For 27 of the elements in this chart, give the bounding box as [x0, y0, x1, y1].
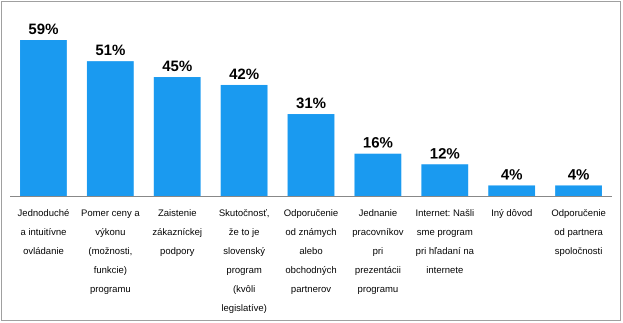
x-tick-label: Odporučenie od partnera spoločnosti [551, 208, 606, 257]
data-label: 16% [362, 134, 393, 152]
x-tick-label: Odporučenie od známych alebo obchodných partnerov [284, 208, 338, 295]
bar [20, 40, 67, 196]
bar [421, 164, 468, 196]
x-tick-label: Iný dôvod [491, 208, 532, 219]
data-label: 12% [430, 145, 460, 162]
bar [488, 185, 536, 196]
bar [220, 84, 268, 196]
data-label: 42% [229, 66, 260, 83]
x-tick-label: Zaistenie zákazníckej podpory [152, 208, 202, 257]
x-tick-label: Internet: Našli sme program pri hľadaní na internete [415, 208, 475, 276]
data-label: 31% [296, 95, 326, 112]
bar [354, 154, 402, 196]
x-tick-label: Jednanie pracovníkov pri prezentácii programu [352, 208, 404, 295]
x-tick-label: Jednoduché a intuitívne ovládanie [18, 208, 70, 257]
x-tick-label: Pomer ceny a výkonu (možnosti, funkcie) programu [81, 208, 140, 295]
bar [555, 185, 602, 196]
data-label: 59% [28, 21, 58, 38]
data-label: 4% [568, 166, 590, 184]
x-tick-label: Skutočnosť, že to je slovenský program (kvôli legislatíve) [218, 208, 270, 314]
bar [288, 114, 334, 196]
bar [86, 61, 134, 196]
data-label: 4% [500, 166, 523, 184]
bar [154, 77, 201, 196]
data-label: 45% [162, 58, 192, 76]
data-label: 51% [95, 42, 126, 60]
